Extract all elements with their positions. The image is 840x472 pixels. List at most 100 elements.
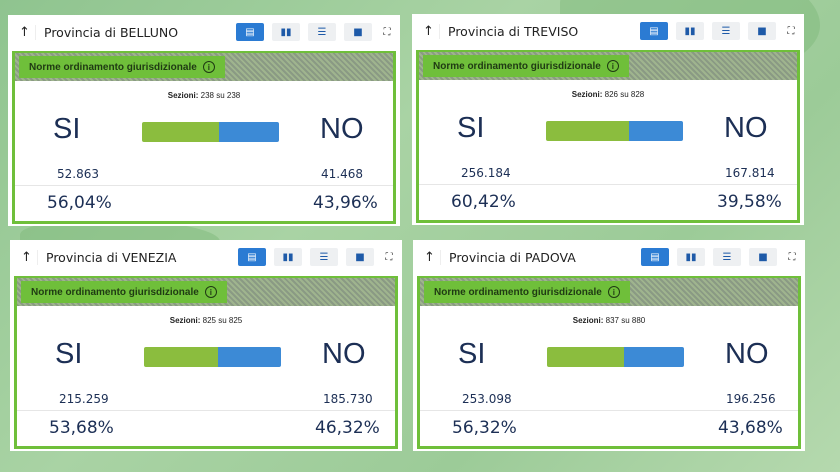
si-votes: 52.863 [57, 167, 99, 181]
divider [420, 410, 798, 411]
panel-title: Provincia di TREVISO [448, 23, 579, 39]
sezioni-value: 826 su 828 [604, 90, 645, 99]
divider [15, 185, 393, 186]
result-bar [144, 347, 281, 367]
bar-chart-view-button[interactable]: ▮▮ [272, 23, 300, 41]
summary-view-button[interactable]: ▤ [641, 248, 669, 266]
province-panel: ↑ Provincia di BELLUNO ▤ ▮▮ ☰ ■ ⛶ Norme … [8, 15, 400, 226]
si-votes: 253.098 [462, 392, 512, 406]
sezioni-label: Sezioni: [572, 316, 604, 325]
archive-button[interactable]: ■ [344, 23, 372, 41]
si-label: SI [55, 338, 83, 370]
panel-header: ↑ Provincia di VENEZIA ▤ ▮▮ ☰ ■ ⛶ [10, 240, 402, 274]
panel-header: ↑ Provincia di TREVISO ▤ ▮▮ ☰ ■ ⛶ [412, 14, 804, 48]
referendum-band: Norme ordinamento giurisdizionale i [15, 51, 393, 81]
sezioni-label: Sezioni: [167, 91, 199, 100]
summary-view-button[interactable]: ▤ [236, 23, 264, 41]
sezioni-value: 837 su 880 [605, 316, 646, 325]
panel-title: Provincia di VENEZIA [46, 249, 177, 265]
bar-chart-view-button[interactable]: ▮▮ [676, 22, 704, 40]
back-arrow-icon[interactable]: ↑ [419, 249, 441, 265]
si-bar [546, 121, 629, 141]
info-icon[interactable]: i [204, 286, 217, 298]
no-bar [217, 347, 281, 367]
referendum-band: Norme ordinamento giurisdizionale i [17, 276, 395, 306]
list-view-button[interactable]: ☰ [713, 248, 741, 266]
archive-button[interactable]: ■ [749, 248, 777, 266]
referendum-tag[interactable]: Norme ordinamento giurisdizionale i [423, 55, 629, 77]
result-box: Norme ordinamento giurisdizionale i Sezio… [417, 276, 801, 449]
si-percent: 60,42% [451, 192, 516, 212]
no-percent: 43,68% [718, 418, 783, 438]
si-votes: 215.259 [59, 392, 109, 406]
panel-title: Provincia di BELLUNO [44, 24, 179, 40]
back-arrow-icon[interactable]: ↑ [14, 24, 36, 40]
province-panel: ↑ Provincia di PADOVA ▤ ▮▮ ☰ ■ ⛶ Norme o… [413, 240, 805, 451]
panel-title: Provincia di PADOVA [449, 249, 576, 265]
fullscreen-icon[interactable]: ⛶ [385, 251, 393, 263]
si-percent: 53,68% [49, 418, 114, 438]
list-view-button[interactable]: ☰ [310, 248, 338, 266]
si-votes: 256.184 [461, 166, 511, 180]
referendum-title: Norme ordinamento giurisdizionale [31, 286, 199, 298]
si-percent: 56,32% [452, 418, 517, 438]
list-view-button[interactable]: ☰ [712, 22, 740, 40]
sezioni-label: Sezioni: [571, 90, 603, 99]
archive-button[interactable]: ■ [748, 22, 776, 40]
si-percent: 56,04% [47, 193, 112, 213]
fullscreen-icon[interactable]: ⛶ [787, 25, 795, 37]
fullscreen-icon[interactable]: ⛶ [788, 251, 796, 263]
no-label: NO [724, 112, 768, 144]
back-arrow-icon[interactable]: ↑ [16, 249, 38, 265]
divider [419, 184, 797, 185]
no-bar [218, 122, 279, 142]
result-box: Norme ordinamento giurisdizionale i Sezio… [14, 276, 398, 449]
si-label: SI [53, 113, 81, 145]
no-label: NO [322, 338, 366, 370]
no-percent: 43,96% [313, 193, 378, 213]
referendum-tag[interactable]: Norme ordinamento giurisdizionale i [424, 281, 630, 303]
no-percent: 39,58% [717, 192, 782, 212]
province-panel: ↑ Provincia di TREVISO ▤ ▮▮ ☰ ■ ⛶ Norme … [412, 14, 804, 225]
no-percent: 46,32% [315, 418, 380, 438]
info-icon[interactable]: i [606, 60, 619, 72]
fullscreen-icon[interactable]: ⛶ [383, 26, 391, 38]
sezioni-value: 825 su 825 [202, 316, 243, 325]
no-bar [628, 121, 683, 141]
divider [17, 410, 395, 411]
sezioni-label: Sezioni: [169, 316, 201, 325]
no-bar [624, 347, 684, 367]
si-bar [144, 347, 218, 367]
province-panel: ↑ Provincia di VENEZIA ▤ ▮▮ ☰ ■ ⛶ Norme … [10, 240, 402, 451]
no-votes: 41.468 [321, 167, 363, 181]
archive-button[interactable]: ■ [346, 248, 374, 266]
no-votes: 196.256 [726, 392, 776, 406]
info-icon[interactable]: i [607, 286, 620, 298]
result-box: Norme ordinamento giurisdizionale i Sezio… [416, 50, 800, 223]
referendum-title: Norme ordinamento giurisdizionale [433, 60, 601, 72]
back-arrow-icon[interactable]: ↑ [418, 23, 440, 39]
result-box: Norme ordinamento giurisdizionale i Sezio… [12, 51, 396, 224]
sezioni-count: Sezioni: 825 su 825 [17, 316, 395, 325]
no-label: NO [320, 113, 364, 145]
no-label: NO [725, 338, 769, 370]
result-bar [547, 347, 684, 367]
panel-header: ↑ Provincia di PADOVA ▤ ▮▮ ☰ ■ ⛶ [413, 240, 805, 274]
no-votes: 185.730 [323, 392, 373, 406]
bar-chart-view-button[interactable]: ▮▮ [274, 248, 302, 266]
sezioni-count: Sezioni: 826 su 828 [419, 90, 797, 99]
si-label: SI [458, 338, 486, 370]
si-bar [547, 347, 625, 367]
panel-header: ↑ Provincia di BELLUNO ▤ ▮▮ ☰ ■ ⛶ [8, 15, 400, 49]
info-icon[interactable]: i [202, 61, 215, 73]
referendum-tag[interactable]: Norme ordinamento giurisdizionale i [21, 281, 227, 303]
bar-chart-view-button[interactable]: ▮▮ [677, 248, 705, 266]
sezioni-count: Sezioni: 238 su 238 [15, 91, 393, 100]
sezioni-value: 238 su 238 [200, 91, 241, 100]
list-view-button[interactable]: ☰ [308, 23, 336, 41]
summary-view-button[interactable]: ▤ [238, 248, 266, 266]
referendum-band: Norme ordinamento giurisdizionale i [420, 276, 798, 306]
no-votes: 167.814 [725, 166, 775, 180]
referendum-tag[interactable]: Norme ordinamento giurisdizionale i [19, 56, 225, 78]
summary-view-button[interactable]: ▤ [640, 22, 668, 40]
